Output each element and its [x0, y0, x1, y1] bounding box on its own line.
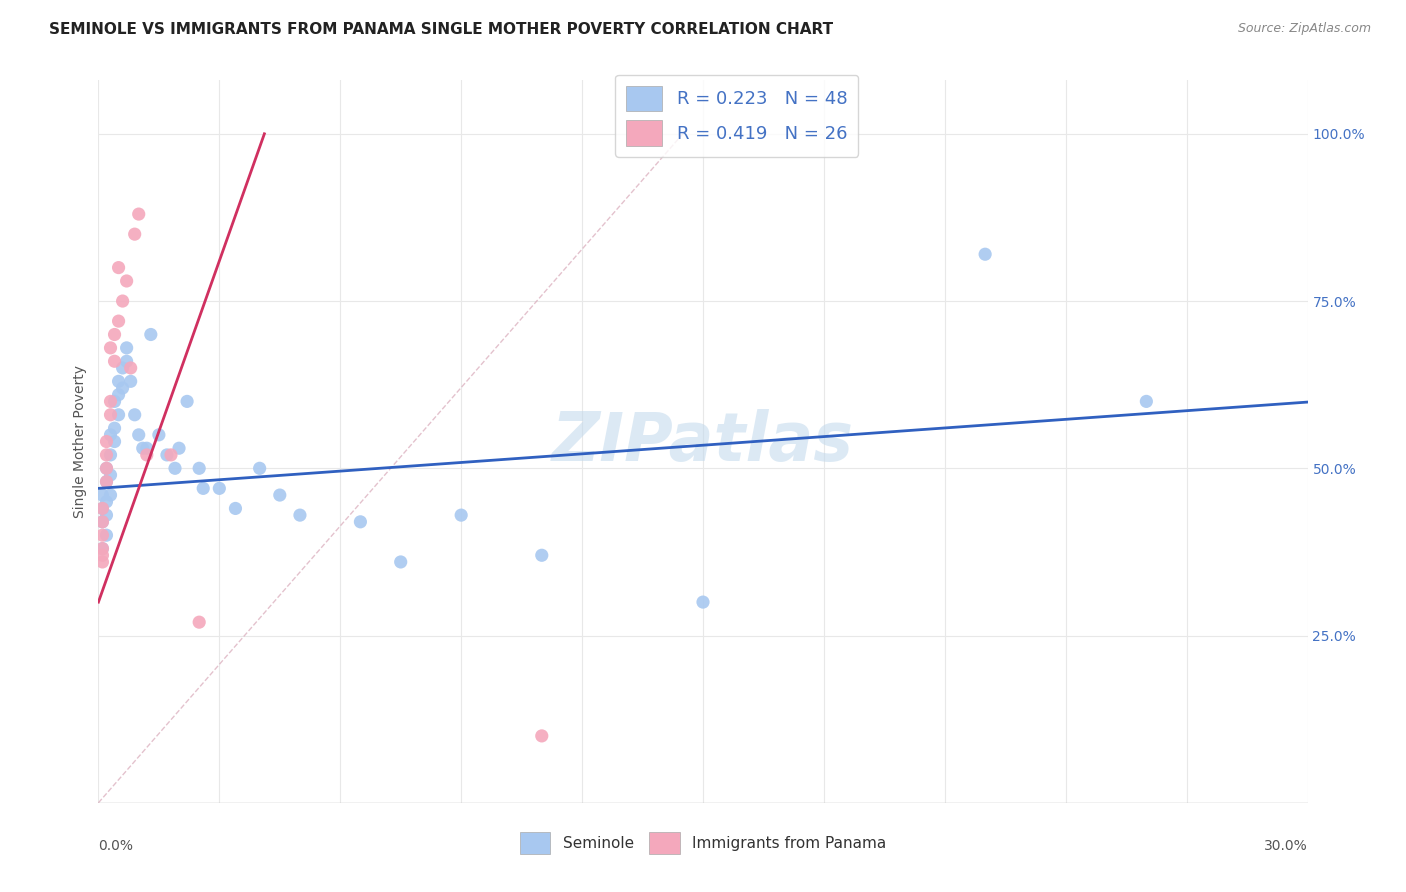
- Point: [135, 448, 157, 462]
- Point: [96, 461, 118, 475]
- Point: [100, 467, 122, 482]
- Text: Source: ZipAtlas.com: Source: ZipAtlas.com: [1237, 22, 1371, 36]
- Point: [224, 501, 246, 516]
- Point: [91, 501, 114, 516]
- Y-axis label: Single Mother Poverty: Single Mother Poverty: [73, 365, 87, 518]
- Point: [974, 247, 997, 261]
- Text: ZIPatlas: ZIPatlas: [553, 409, 853, 475]
- Text: 30.0%: 30.0%: [1264, 838, 1308, 853]
- Point: [107, 260, 129, 275]
- Point: [96, 528, 118, 542]
- Point: [100, 341, 122, 355]
- Point: [115, 354, 138, 368]
- Point: [96, 461, 118, 475]
- Point: [91, 541, 114, 556]
- Point: [530, 548, 553, 563]
- Point: [96, 494, 118, 508]
- Point: [103, 434, 125, 449]
- Point: [100, 488, 122, 502]
- Point: [188, 461, 211, 475]
- Point: [91, 548, 114, 563]
- Point: [115, 274, 138, 288]
- Point: [91, 541, 114, 556]
- Point: [100, 427, 122, 442]
- Point: [96, 508, 118, 523]
- Point: [91, 488, 114, 502]
- Point: [91, 515, 114, 529]
- Point: [1135, 394, 1157, 409]
- Text: SEMINOLE VS IMMIGRANTS FROM PANAMA SINGLE MOTHER POVERTY CORRELATION CHART: SEMINOLE VS IMMIGRANTS FROM PANAMA SINGL…: [49, 22, 834, 37]
- Point: [103, 327, 125, 342]
- Point: [107, 375, 129, 389]
- Point: [163, 461, 186, 475]
- Point: [148, 427, 170, 442]
- Point: [120, 361, 142, 376]
- Point: [103, 354, 125, 368]
- Point: [96, 434, 118, 449]
- Point: [132, 442, 155, 455]
- Point: [208, 482, 231, 496]
- Point: [176, 394, 198, 409]
- Point: [530, 729, 553, 743]
- Point: [139, 327, 162, 342]
- Point: [450, 508, 472, 523]
- Point: [188, 615, 211, 630]
- Point: [288, 508, 311, 523]
- Point: [124, 227, 146, 242]
- Point: [91, 501, 114, 516]
- Point: [96, 475, 118, 489]
- Point: [107, 408, 129, 422]
- Point: [96, 448, 118, 462]
- Legend: Seminole, Immigrants from Panama: Seminole, Immigrants from Panama: [513, 826, 893, 860]
- Point: [135, 442, 157, 455]
- Point: [692, 595, 714, 609]
- Point: [156, 448, 179, 462]
- Point: [111, 361, 134, 376]
- Point: [96, 475, 118, 489]
- Point: [103, 394, 125, 409]
- Point: [100, 394, 122, 409]
- Point: [193, 482, 215, 496]
- Point: [103, 421, 125, 435]
- Point: [389, 555, 412, 569]
- Point: [91, 528, 114, 542]
- Point: [91, 555, 114, 569]
- Point: [160, 448, 183, 462]
- Point: [349, 515, 371, 529]
- Point: [115, 341, 138, 355]
- Point: [100, 408, 122, 422]
- Point: [167, 442, 190, 455]
- Point: [269, 488, 291, 502]
- Point: [120, 375, 142, 389]
- Point: [128, 427, 150, 442]
- Point: [91, 515, 114, 529]
- Point: [107, 314, 129, 328]
- Point: [111, 294, 134, 309]
- Point: [124, 408, 146, 422]
- Point: [111, 381, 134, 395]
- Point: [249, 461, 271, 475]
- Point: [100, 448, 122, 462]
- Point: [128, 207, 150, 221]
- Point: [107, 387, 129, 401]
- Text: 0.0%: 0.0%: [98, 838, 134, 853]
